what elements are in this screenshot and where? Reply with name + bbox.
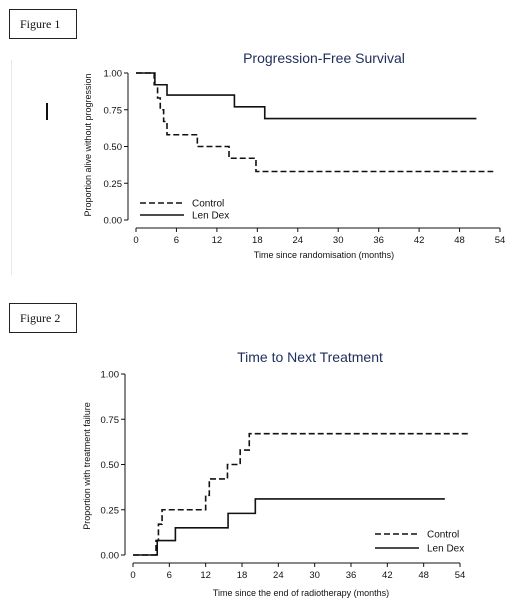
x-tick-label: 48 <box>418 570 429 581</box>
y-tick-label: 0.00 <box>101 551 120 562</box>
x-tick-label: 36 <box>373 235 384 246</box>
x-tick-label: 54 <box>495 235 506 246</box>
x-tick-label: 54 <box>455 570 466 581</box>
x-tick-label: 0 <box>133 235 138 246</box>
y-tick-label: 0.75 <box>101 415 120 426</box>
series-group <box>133 432 470 556</box>
x-tick-label: 6 <box>174 235 179 246</box>
y-tick-label: 0.00 <box>104 216 123 227</box>
x-tick-label: 12 <box>212 235 223 246</box>
series-line-control <box>133 432 470 556</box>
x-tick-label: 42 <box>414 235 425 246</box>
y-tick-label: 0.25 <box>104 179 123 190</box>
series-line-len-dex <box>136 72 477 120</box>
margin-marker <box>46 103 48 120</box>
legend-label: Len Dex <box>427 544 464 555</box>
x-tick-label: 42 <box>382 570 393 581</box>
x-tick-label: 6 <box>167 570 172 581</box>
legend: Control Len Dex <box>375 530 464 555</box>
series-group <box>136 72 494 173</box>
x-tick-label: 30 <box>333 235 344 246</box>
x-tick-label: 0 <box>130 570 135 581</box>
x-tick-label: 48 <box>454 235 465 246</box>
y-tick-label: 0.25 <box>101 505 120 516</box>
series-line-len-dex <box>133 498 445 556</box>
ticks: 0 6 12 18 24 30 36 42 48 54 0.00 0.25 0.50 0.75 1.00 <box>101 370 466 582</box>
x-tick-label: 18 <box>237 570 248 581</box>
x-axis-label: Time since randomisation (months) <box>254 250 394 260</box>
legend-label: Control <box>192 199 224 210</box>
ticks: 0 6 12 18 24 30 36 42 48 54 0.00 0.25 0.50 0.75 1.00 <box>104 69 506 247</box>
y-tick-label: 1.00 <box>101 370 120 381</box>
y-tick-label: 0.50 <box>104 142 123 153</box>
chart-ttnt: Time to Next Treatment 0 6 12 18 24 30 36 42 48 5… <box>82 349 470 598</box>
scan-margin-line <box>11 60 12 275</box>
x-tick-label: 24 <box>292 235 303 246</box>
figure-2-label: Figure 2 <box>9 303 77 333</box>
x-axis-label: Time since the end of radiotherapy (mont… <box>213 588 389 598</box>
chart-title: Progression-Free Survival <box>243 50 405 66</box>
legend-label: Control <box>427 530 459 541</box>
y-tick-label: 0.50 <box>101 460 120 471</box>
figure-1-label: Figure 1 <box>9 9 77 39</box>
chart-title: Time to Next Treatment <box>237 349 383 365</box>
x-tick-label: 18 <box>252 235 263 246</box>
y-tick-label: 0.75 <box>104 105 123 116</box>
x-tick-label: 24 <box>273 570 284 581</box>
y-axis-label: Proportion alive without progression <box>83 73 93 216</box>
legend-label: Len Dex <box>192 211 229 222</box>
x-tick-label: 36 <box>346 570 357 581</box>
chart-pfs: Progression-Free Survival 0 6 12 18 24 30 36 42… <box>83 50 505 260</box>
series-line-control <box>136 72 494 173</box>
x-tick-label: 30 <box>309 570 320 581</box>
y-axis-label: Proportion with treatment failure <box>82 402 92 530</box>
x-tick-label: 12 <box>200 570 211 581</box>
y-tick-label: 1.00 <box>104 69 123 80</box>
axes <box>127 73 500 229</box>
